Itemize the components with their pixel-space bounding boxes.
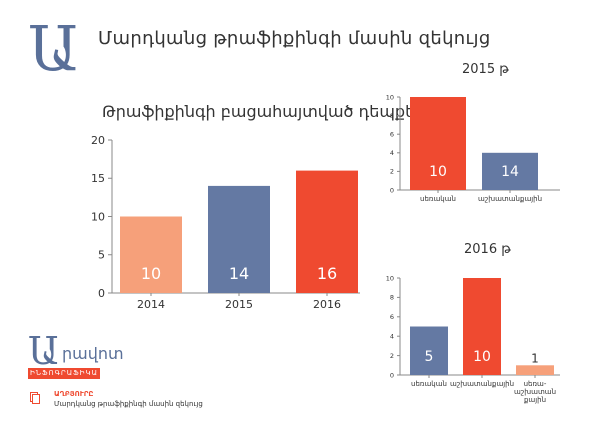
chart2-y-tick-label: 0 [390, 371, 394, 379]
chart1-y-tick-label: 4 [390, 149, 394, 157]
chart0-y-tick-label: 5 [98, 249, 105, 262]
chart1-bar-0 [410, 97, 466, 190]
chart-2015-title: 2015 թ [462, 62, 509, 77]
chart0-data-label-0: 10 [141, 264, 161, 283]
chart2-data-label-1: 10 [473, 349, 491, 365]
chart0-data-label-1: 14 [229, 264, 249, 283]
chart2-y-tick-label: 8 [390, 294, 394, 302]
chart1-bar-1 [482, 152, 538, 190]
chart1-y-tick-label: 0 [390, 186, 394, 194]
chart0-category-label-0: 2014 [137, 298, 165, 311]
chart1-category-label-0: սեռական [420, 195, 456, 203]
chart1-data-label-1: 14 [501, 164, 519, 180]
chart2-y-tick-label: 6 [390, 313, 394, 321]
chart0-y-tick-label: 10 [91, 210, 105, 223]
chart2-data-label-0: 5 [425, 349, 434, 365]
chart0-data-label-2: 16 [317, 264, 337, 283]
page-title: Մարդկանց թրաֆիքինգի մասին զեկույց [98, 28, 491, 49]
chart2-category-label-2-0: սեռա- [524, 380, 547, 388]
chart2-category-label-2-1: աշխատան [514, 388, 556, 396]
chart2-category-label-1: աշխատանքային [450, 380, 514, 388]
chart1-data-label-0: 10 [429, 164, 447, 180]
chart1-y-tick-label: 10 [386, 93, 394, 101]
chart-2016-title: 2016 թ [464, 242, 511, 257]
chart2-bar-2 [516, 365, 554, 375]
chart2-data-label-2: 1 [531, 351, 539, 365]
header-logo-letter: Ա [28, 12, 79, 85]
chart2-y-tick-label: 10 [386, 274, 394, 282]
chart1-category-label-1: աշխատանքային [478, 195, 542, 203]
chart0-bar-1 [208, 185, 270, 293]
chart0-bar-2 [296, 170, 358, 293]
chart0-y-tick-label: 0 [98, 287, 105, 300]
chart0-bar-0 [120, 216, 182, 293]
chart2-y-tick-label: 4 [390, 332, 394, 340]
chart1-y-tick-label: 8 [390, 112, 394, 120]
chart2-category-label-0: սեռական [411, 380, 447, 388]
footer-logo-banner: ԻՆՖՈԳՐԱՖԻԿԱ [28, 368, 100, 379]
chart2-category-label-2-2: քային [524, 396, 546, 404]
document-icon [30, 392, 40, 404]
chart2-bar-1 [463, 278, 501, 375]
chart2-y-tick-label: 2 [390, 352, 394, 360]
chart1-y-tick-label: 2 [390, 168, 394, 176]
chart0-category-label-2: 2016 [313, 298, 341, 311]
chart0-y-tick-label: 20 [91, 134, 105, 147]
chart2-bar-0 [410, 326, 448, 375]
source-label: ԱՂԲՅՈՒՐԸ [54, 390, 94, 398]
footer-logo-letter: Ա [28, 329, 59, 373]
main-chart-title: Թրաֆիքինգի բացահայտված դեպքեր [102, 102, 426, 121]
source-text: Մարդկանց թրաֆիքինգի մասին զեկույց [54, 400, 203, 408]
footer-logo-word: րավոտ [62, 344, 124, 363]
chart1-y-tick-label: 6 [390, 130, 394, 138]
chart0-category-label-1: 2015 [225, 298, 253, 311]
chart0-y-tick-label: 15 [91, 172, 105, 185]
